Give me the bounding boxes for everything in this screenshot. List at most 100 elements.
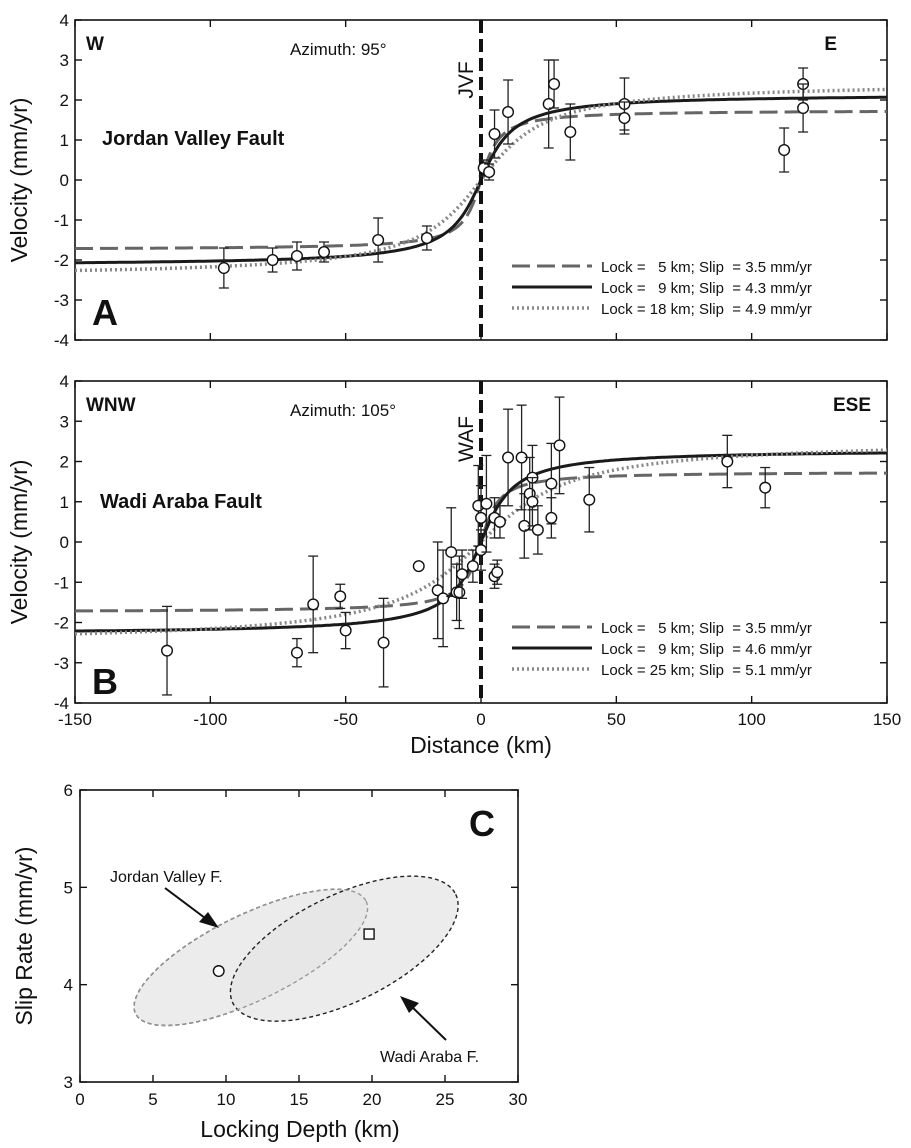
observation-point (545, 477, 558, 490)
y-tick-label: -4 (54, 331, 69, 350)
observation-point (420, 231, 433, 244)
observation-point (502, 451, 515, 464)
x-tick-label: 100 (737, 710, 765, 729)
y-tick-label: -1 (54, 211, 69, 230)
y-tick-label: 0 (60, 171, 69, 190)
panel-a: -4 -3 -2 -1 0 1 2 3 4 Velocity (mm/yr) W E Azimu… (6, 11, 888, 350)
panel-a-fault-name: Jordan Valley Fault (102, 128, 285, 150)
y-tick-label: 0 (60, 533, 69, 552)
observation-point (548, 77, 561, 90)
model-curve (75, 448, 887, 636)
x-tick-label: 15 (290, 1090, 309, 1109)
observation-point (583, 493, 596, 506)
y-tick-label: 4 (64, 976, 73, 995)
x-tick-label: 25 (436, 1090, 455, 1109)
y-tick-label: -2 (54, 251, 69, 270)
observation-point (526, 495, 539, 508)
x-tick-label: 150 (873, 710, 901, 729)
observation-point (437, 592, 450, 605)
observation-point (502, 105, 515, 118)
observation-point (290, 249, 303, 262)
y-tick-label: -4 (54, 694, 69, 713)
observation-point (475, 544, 488, 557)
ellipse-label-jordan: Jordan Valley F. (110, 869, 223, 886)
x-tick-label: 5 (148, 1090, 157, 1109)
confidence-ellipse-overlap (133, 888, 369, 1027)
observation-point (721, 455, 734, 468)
legend-entry: Lock = 9 km; Slip = 4.3 mm/yr (601, 280, 812, 297)
panel-a-panel-letter: A (92, 292, 118, 333)
y-tick-label: -3 (54, 291, 69, 310)
observation-point (759, 481, 772, 494)
observation-point (797, 101, 810, 114)
best-fit-point (363, 928, 375, 940)
y-tick-label: 2 (60, 91, 69, 110)
panel-b-fault-name: Wadi Araba Fault (100, 491, 262, 513)
confidence-ellipse (229, 875, 459, 1022)
observation-point (488, 127, 501, 140)
panel-a-observations (217, 59, 810, 289)
observation-point (480, 497, 493, 510)
observation-point (483, 165, 496, 178)
panel-a-fault-label: JVF (455, 61, 478, 98)
x-tick-label: 0 (75, 1090, 84, 1109)
panel-c: 3 4 5 6 0 5 10 15 20 25 30 Slip Rate (mm/yr) Lock… (11, 781, 527, 1142)
panel-b-corner-right: ESE (833, 395, 871, 416)
observation-point (372, 233, 385, 246)
panel-b-corner-left: WNW (86, 395, 136, 416)
observation-point (453, 586, 466, 599)
observation-point (564, 125, 577, 138)
observation-point (531, 523, 544, 536)
observation-point (217, 262, 230, 275)
panel-b-panel-letter: B (92, 661, 118, 702)
y-tick-label: 1 (60, 131, 69, 150)
panel-a-azimuth: Azimuth: 95° (290, 40, 387, 59)
observation-point (545, 511, 558, 524)
panel-b-observations (161, 396, 772, 696)
x-tick-label: -150 (58, 710, 92, 729)
panel-b-azimuth: Azimuth: 105° (290, 401, 396, 420)
y-tick-label: 3 (60, 51, 69, 70)
y-tick-label: -2 (54, 614, 69, 633)
arrow-to-jordan-ellipse (164, 887, 219, 928)
observation-point (161, 644, 174, 657)
panel-b-xlabel: Distance (km) (410, 732, 552, 758)
y-tick-label: 6 (64, 781, 73, 800)
observation-point (491, 566, 504, 579)
observation-point (618, 111, 631, 124)
legend-entry: Lock = 25 km; Slip = 5.1 mm/yr (601, 662, 812, 679)
observation-point (266, 253, 279, 266)
observation-point (318, 245, 331, 258)
panel-b: -4 -3 -2 -1 0 1 2 3 4 -150 -100 -50 0 50 100 150 Veloc… (6, 372, 901, 758)
y-tick-label: 1 (60, 493, 69, 512)
y-tick-label: 5 (64, 878, 73, 897)
panel-c-ellipses (133, 875, 459, 1027)
y-tick-label: 4 (60, 11, 69, 30)
observation-point (778, 143, 791, 156)
observation-point (456, 568, 469, 581)
x-tick-label: 30 (509, 1090, 528, 1109)
panel-c-panel-letter: C (469, 803, 495, 844)
observation-point (475, 511, 488, 524)
x-tick-label: -50 (333, 710, 358, 729)
observation-point (466, 560, 479, 573)
panel-a-legend: Lock = 5 km; Slip = 3.5 mm/yr Lock = 9 k… (512, 259, 812, 318)
panel-b-y-ticks: -4 -3 -2 -1 0 1 2 3 4 (54, 372, 887, 713)
panel-b-fault-label: WAF (455, 416, 478, 462)
y-tick-label: 3 (60, 412, 69, 431)
y-tick-label: -1 (54, 573, 69, 592)
best-fit-point (212, 965, 225, 978)
model-curve (75, 87, 887, 273)
observation-point (445, 546, 458, 559)
panel-c-x-ticks: 0 5 10 15 20 25 30 (75, 790, 527, 1109)
y-tick-label: -3 (54, 654, 69, 673)
panel-a-y-ticks: -4 -3 -2 -1 0 1 2 3 4 (54, 11, 887, 350)
panel-c-xlabel: Locking Depth (km) (200, 1116, 399, 1142)
panel-c-y-ticks: 3 4 5 6 (64, 781, 518, 1092)
observation-point (377, 636, 390, 649)
ellipse-label-wadi: Wadi Araba F. (380, 1049, 479, 1066)
x-tick-label: 50 (607, 710, 626, 729)
observation-point (553, 439, 566, 452)
legend-entry: Lock = 9 km; Slip = 4.6 mm/yr (601, 641, 812, 658)
